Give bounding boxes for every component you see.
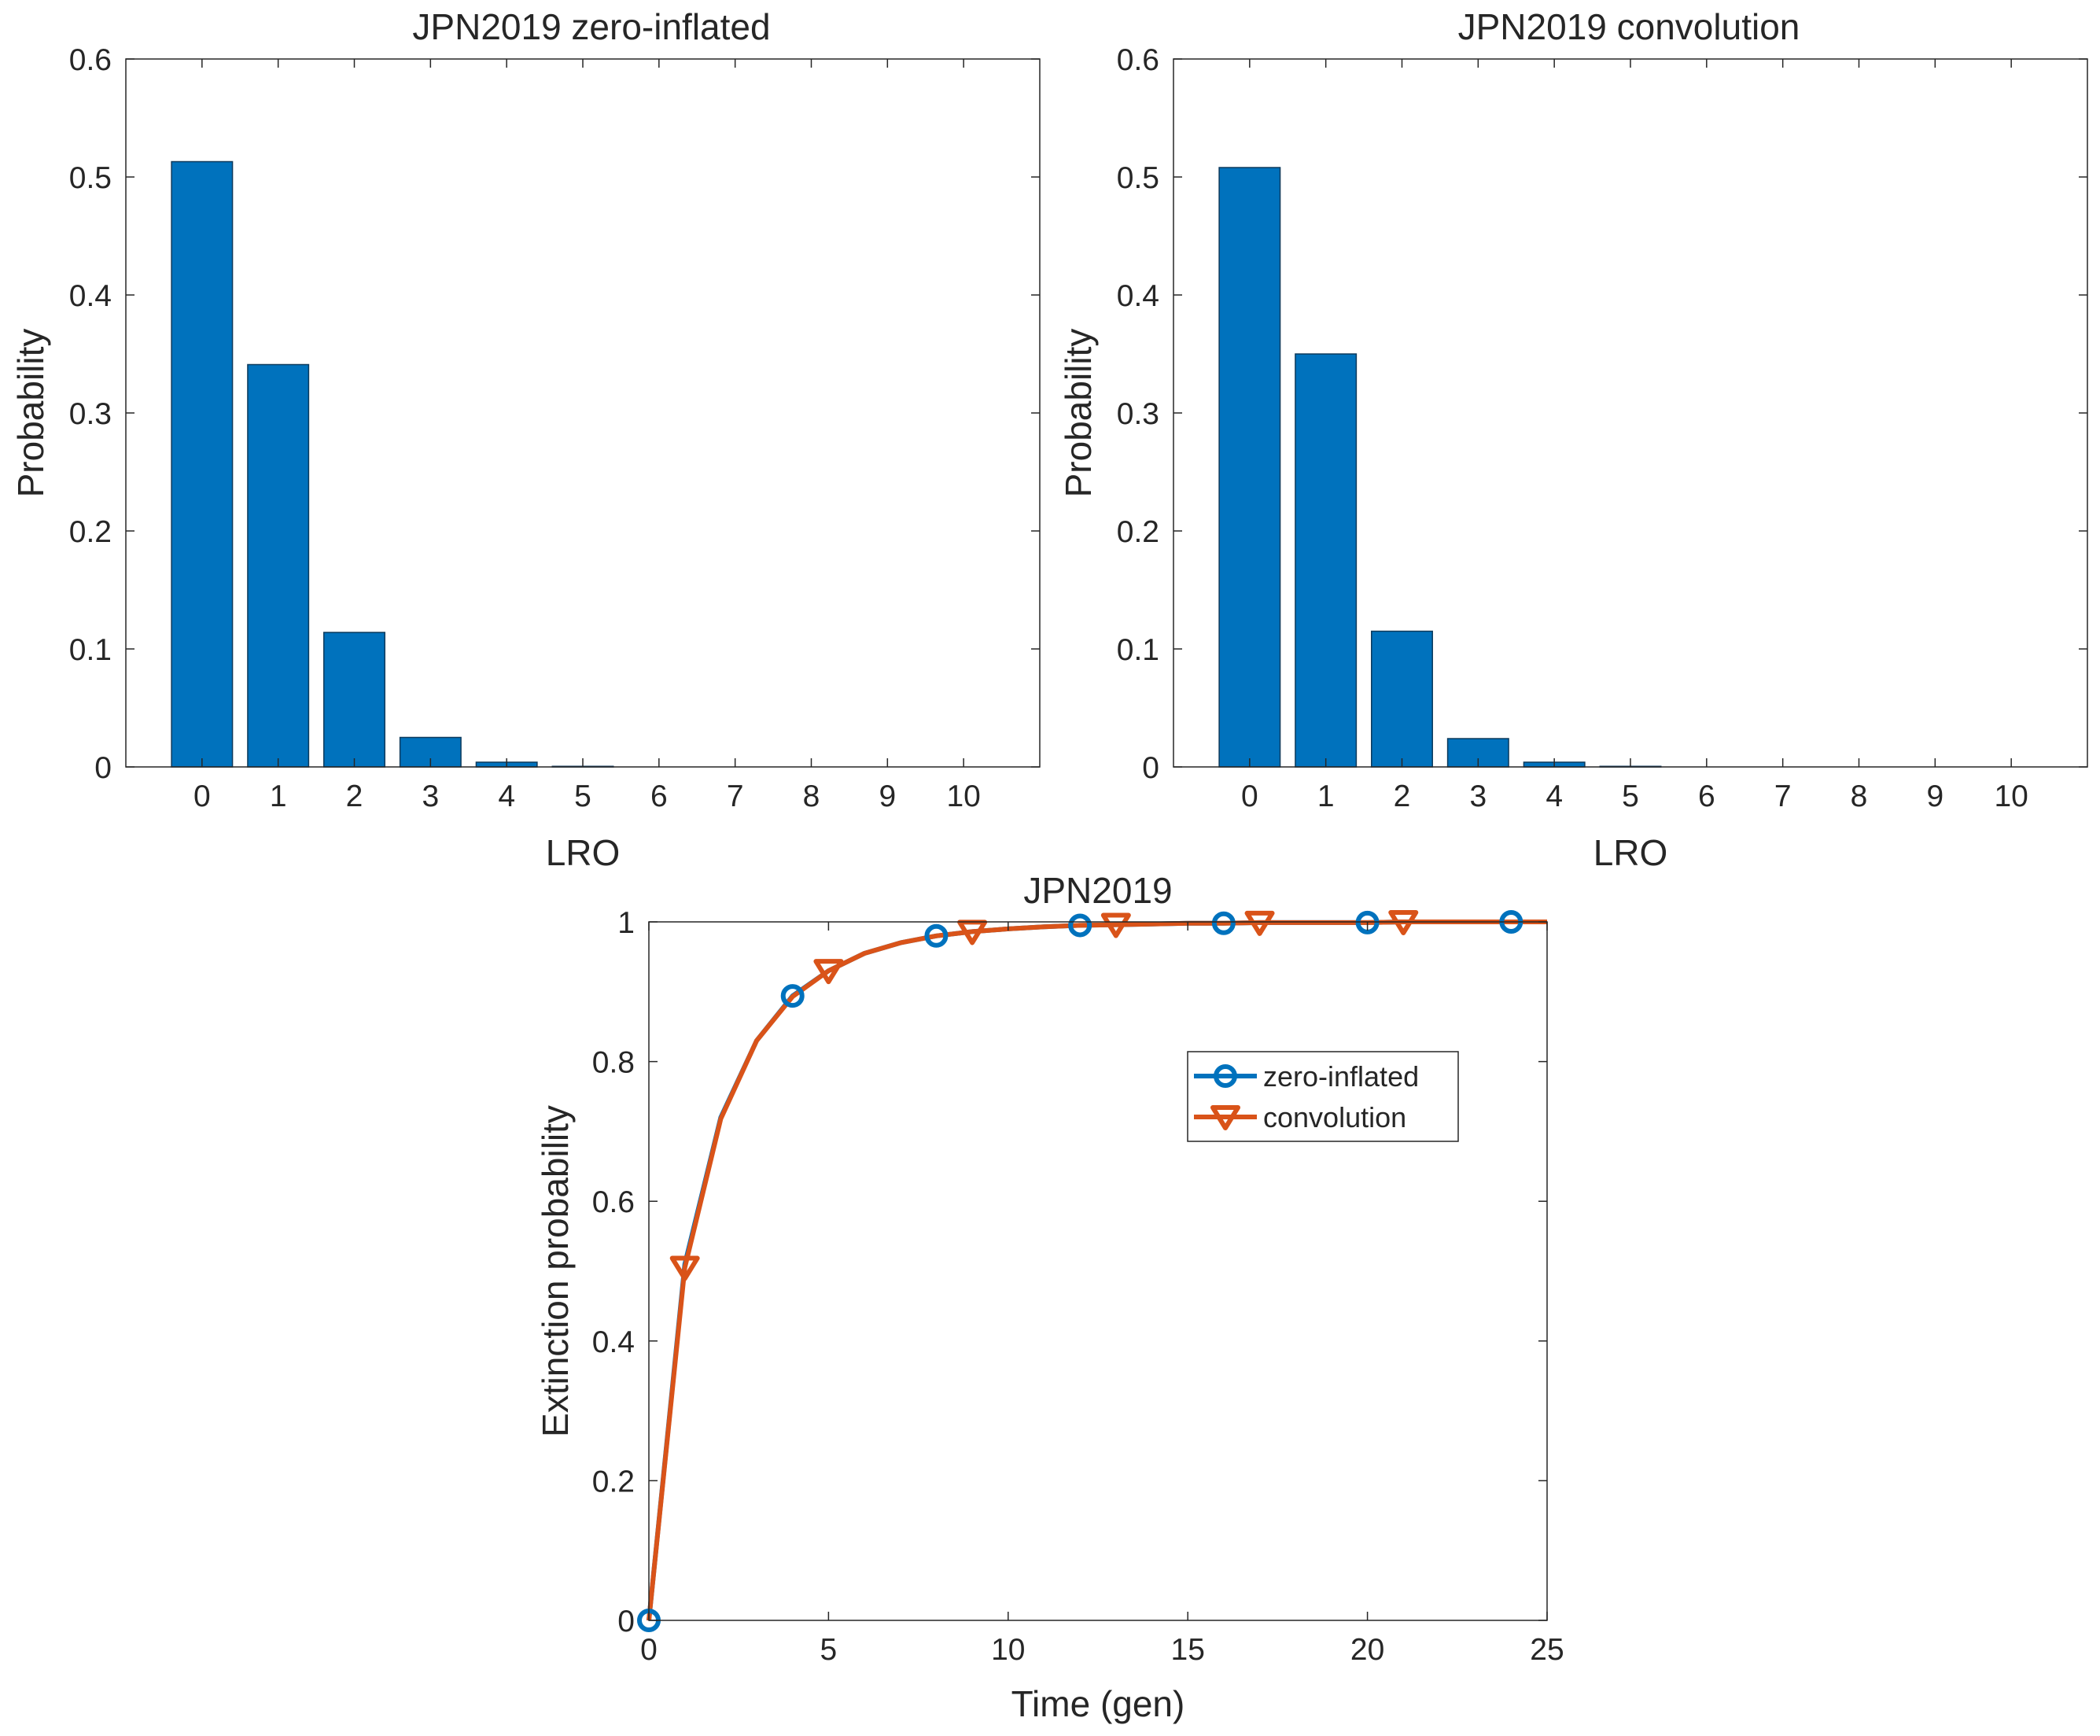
- bar-1: [1295, 353, 1358, 768]
- x-tick-label: 0: [640, 1633, 658, 1667]
- x-tick-label: 4: [498, 780, 515, 813]
- x-tick-label: 5: [1622, 780, 1639, 813]
- series-line-convolution: [647, 920, 1547, 1621]
- x-tick-label: 5: [574, 780, 591, 813]
- x-tick-label: 9: [1926, 780, 1943, 813]
- y-tick-label: 0.4: [69, 279, 112, 313]
- chart-title: JPN2019 zero-inflated: [412, 6, 770, 47]
- y-axis-label: Extinction probability: [535, 1105, 576, 1437]
- x-tick-label: 3: [1469, 780, 1487, 813]
- y-tick-label: 1: [617, 906, 635, 940]
- x-tick-label: 2: [1394, 780, 1411, 813]
- ticks: 0 5 10 15 20 25 0 0.2 0.4 0.6 0.8 1: [592, 906, 1564, 1667]
- legend-box: [1187, 1051, 1459, 1142]
- y-axis-label: Probability: [10, 329, 51, 498]
- bar-2: [323, 632, 385, 768]
- x-tick-label: 3: [422, 780, 439, 813]
- y-tick-label: 0.6: [592, 1185, 635, 1219]
- x-tick-label: 10: [991, 1633, 1025, 1667]
- x-axis-label: Time (gen): [1011, 1683, 1185, 1724]
- legend-label-convolution: convolution: [1263, 1101, 1406, 1133]
- y-tick-label: 0.4: [1117, 279, 1159, 313]
- x-tick-label: 0: [193, 780, 211, 813]
- marker-convolution: [813, 959, 844, 985]
- legend-marker-convolution: [1210, 1105, 1240, 1130]
- bar-1: [247, 363, 310, 768]
- x-tick-label: 8: [803, 780, 820, 813]
- x-tick-label: 9: [879, 780, 896, 813]
- marker-convolution: [1388, 910, 1419, 935]
- x-tick-label: 1: [270, 780, 287, 813]
- series-lines: [647, 920, 1547, 1621]
- x-tick-label: 4: [1546, 780, 1563, 813]
- legend: zero-inflated convolution: [1187, 1051, 1459, 1142]
- marker-convolution: [669, 1255, 700, 1281]
- x-tick-label: 15: [1171, 1633, 1205, 1667]
- x-axis-label: LRO: [546, 832, 621, 873]
- bar-0: [171, 160, 234, 768]
- marker-zero-inflated: [780, 984, 805, 1008]
- bars: [171, 160, 614, 768]
- series-line-zero-inflated: [647, 920, 1547, 1621]
- bar-0: [1218, 167, 1281, 768]
- ticks: 0 1 2 3 4 5 6 7 8 9 10 0 0.1 0.2 0.3 0.4 0.5 0.6: [1117, 43, 2087, 813]
- marker-zero-inflated: [1068, 913, 1092, 938]
- line-chart-extinction: JPN2019 0 5 10 15 20 25 0 0.2 0.4 0.6 0.8 1 Time (g…: [535, 870, 1564, 1724]
- x-tick-label: 0: [1241, 780, 1258, 813]
- x-tick-label: 7: [1774, 780, 1792, 813]
- x-tick-label: 7: [727, 780, 744, 813]
- y-tick-label: 0.1: [1117, 633, 1159, 667]
- x-axis-label: LRO: [1593, 832, 1668, 873]
- x-tick-label: 25: [1530, 1633, 1564, 1667]
- x-tick-label: 10: [1994, 780, 2028, 813]
- x-tick-label: 20: [1350, 1633, 1384, 1667]
- y-tick-label: 0.5: [69, 161, 112, 195]
- y-tick-label: 0: [617, 1605, 635, 1638]
- x-tick-label: 6: [1698, 780, 1715, 813]
- y-tick-label: 0.4: [592, 1325, 635, 1359]
- y-tick-label: 0.3: [69, 397, 112, 431]
- x-tick-label: 5: [820, 1633, 838, 1667]
- y-tick-label: 0.6: [1117, 43, 1159, 77]
- y-tick-label: 0.1: [69, 633, 112, 667]
- y-tick-label: 0.2: [69, 515, 112, 549]
- marker-zero-inflated: [1355, 910, 1380, 934]
- x-tick-label: 8: [1851, 780, 1868, 813]
- x-tick-label: 1: [1317, 780, 1335, 813]
- y-tick-label: 0: [94, 751, 112, 785]
- legend-marker-zero-inflated: [1214, 1064, 1237, 1088]
- chart-title: JPN2019 convolution: [1458, 6, 1800, 47]
- bars: [1218, 167, 1662, 768]
- y-tick-label: 0.2: [592, 1465, 635, 1498]
- ticks: 0 1 2 3 4 5 6 7 8 9 10 0 0.1 0.2 0.3 0.4 0.5 0.6: [69, 43, 1040, 813]
- legend-label-zero-inflated: zero-inflated: [1263, 1060, 1419, 1093]
- marker-zero-inflated: [1211, 911, 1236, 935]
- y-tick-label: 0.5: [1117, 161, 1159, 195]
- marker-convolution: [1100, 912, 1131, 938]
- marker-zero-inflated: [924, 923, 949, 948]
- y-tick-label: 0.8: [592, 1046, 635, 1080]
- x-tick-label: 10: [946, 780, 980, 813]
- y-tick-label: 0.2: [1117, 515, 1159, 549]
- y-tick-label: 0: [1142, 751, 1159, 785]
- bar-chart-convolution: JPN2019 convolution 0 1 2 3 4 5 6 7 8 9 1000.10.20…: [1058, 6, 2088, 873]
- x-tick-label: 6: [650, 780, 668, 813]
- chart-title: JPN2019: [1023, 870, 1172, 911]
- axes-box: [648, 921, 1548, 1621]
- y-tick-label: 0.6: [69, 43, 112, 77]
- bar-2: [1371, 630, 1433, 768]
- bar-chart-zero-inflated: JPN2019 zero-inflated 0 1 2 3 4 5 6 7 8 9 10 0 0.1 0.…: [10, 6, 1041, 873]
- x-tick-label: 2: [346, 780, 363, 813]
- marker-convolution: [1244, 910, 1275, 936]
- y-axis-label: Probability: [1058, 329, 1099, 498]
- y-tick-label: 0.3: [1117, 397, 1159, 431]
